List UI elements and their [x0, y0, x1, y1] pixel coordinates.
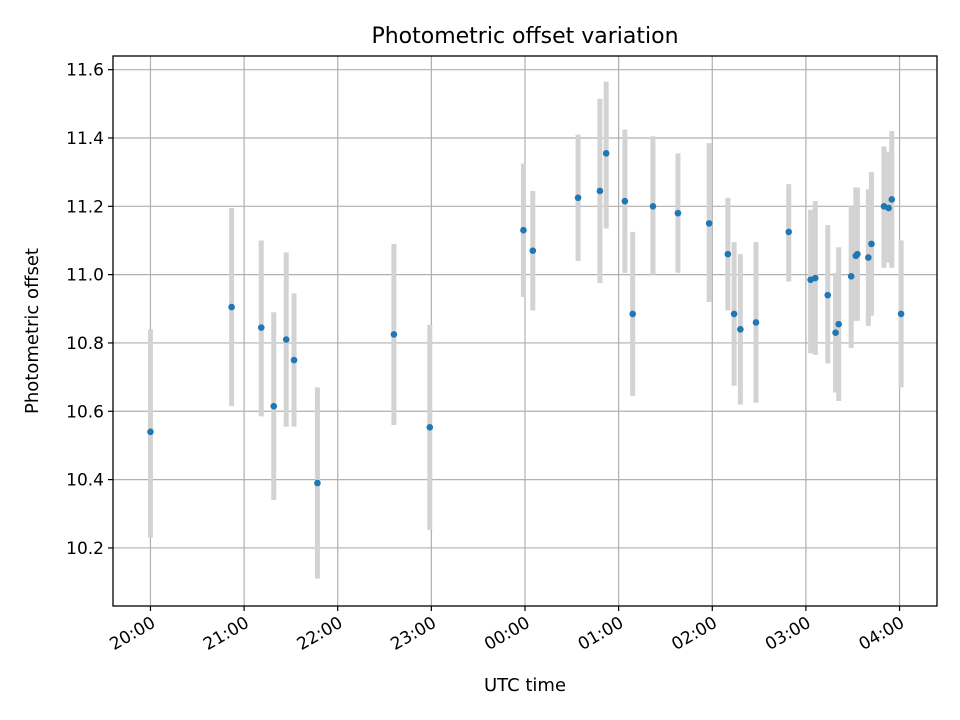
data-point — [737, 325, 744, 333]
data-point — [228, 303, 235, 311]
data-point — [824, 291, 832, 299]
data-point — [426, 424, 434, 431]
data-point — [147, 428, 154, 436]
data-point — [865, 254, 872, 261]
data-point — [621, 197, 629, 205]
data-point — [390, 331, 398, 338]
y-tick-label: 11.4 — [66, 129, 104, 149]
y-axis-ticks: 10.2 10.4 10.6 10.8 11.0 11.2 11.4 11.6 — [66, 61, 113, 559]
y-tick-label: 10.8 — [66, 334, 104, 354]
data-point — [290, 356, 298, 364]
data-point — [785, 228, 793, 236]
data-point — [314, 479, 321, 487]
data-point — [832, 329, 839, 337]
data-point — [847, 273, 855, 280]
data-point — [520, 226, 527, 234]
x-axis-label: UTC time — [484, 675, 566, 696]
data-point — [529, 247, 537, 255]
chart-title: Photometric offset variation — [371, 24, 678, 49]
y-tick-label: 11.2 — [66, 197, 104, 217]
data-point — [811, 274, 819, 282]
y-tick-label: 11.0 — [66, 266, 104, 286]
data-point — [257, 324, 265, 331]
data-point — [596, 187, 604, 195]
data-points — [147, 150, 905, 487]
data-point — [705, 220, 713, 227]
data-point — [574, 194, 582, 202]
data-point — [854, 250, 861, 258]
y-tick-label: 10.6 — [66, 402, 104, 422]
data-point — [888, 196, 896, 203]
data-point — [674, 209, 682, 217]
data-point — [270, 402, 278, 410]
y-tick-label: 11.6 — [66, 61, 104, 81]
y-tick-label: 10.4 — [66, 471, 104, 491]
data-point — [602, 150, 610, 157]
data-point — [885, 204, 892, 212]
data-point — [752, 319, 760, 326]
data-point — [282, 336, 290, 343]
data-point — [649, 203, 657, 210]
data-point — [629, 310, 636, 318]
y-tick-label: 10.2 — [66, 539, 104, 559]
data-point — [730, 310, 738, 318]
data-point — [835, 320, 842, 328]
data-point — [897, 310, 905, 318]
data-point — [868, 240, 875, 248]
y-axis-label: Photometric offset — [22, 248, 43, 414]
data-point — [724, 250, 732, 258]
